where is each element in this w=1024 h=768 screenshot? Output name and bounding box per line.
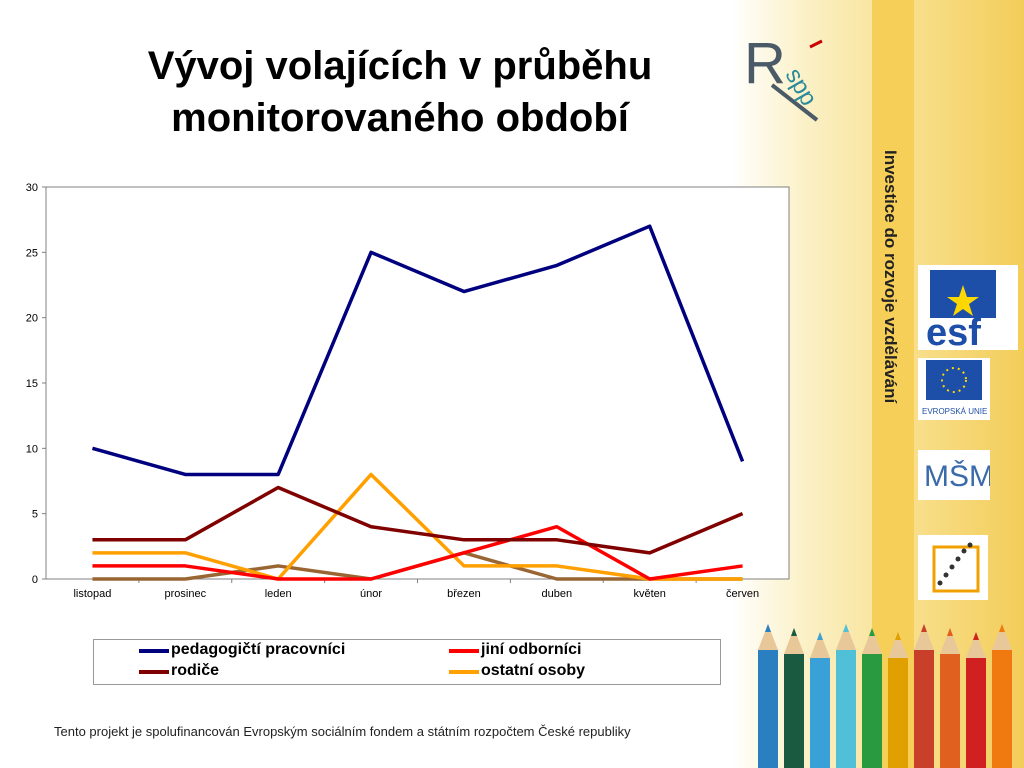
esf-logo-graphic: esf: [926, 270, 996, 354]
pencil-body: [758, 650, 778, 768]
slide-title-line1: Vývoj volajících v průběhu: [147, 44, 653, 88]
rspp-logo: R spp: [744, 31, 823, 122]
pencil-lead: [843, 624, 849, 632]
pencil-body: [914, 650, 934, 768]
pencil-lead: [817, 632, 823, 640]
side-decor-stripe: [872, 0, 914, 768]
slide-title: Vývoj volajících v průběhu monitorovanéh…: [60, 40, 740, 144]
eu-flag-text: EVROPSKÁ UNIE: [922, 407, 987, 416]
pencil-lead: [999, 624, 1005, 632]
pencil-body: [784, 654, 804, 768]
legend-label: rodiče: [171, 662, 220, 679]
pencil-body: [940, 654, 960, 768]
y-tick-label: 15: [26, 378, 38, 390]
series-line-0: [91, 224, 745, 477]
rspp-logo-r: R: [744, 31, 786, 96]
pencil-tip: [810, 632, 830, 658]
op-logo-graphic: [932, 542, 980, 593]
x-tick-label: prosinec: [165, 588, 207, 600]
y-tick-label: 25: [26, 247, 38, 259]
legend-swatch: [449, 649, 479, 653]
rspp-logo-stroke: [770, 83, 819, 122]
pencil-tip: [784, 628, 804, 654]
legend-label: ostatní osoby: [481, 662, 586, 679]
series-line-2: [92, 485, 744, 555]
rspp-logo-accent: [809, 39, 823, 49]
series-line-1: [92, 524, 743, 581]
series-line-3: [92, 472, 743, 581]
x-tick-label: leden: [265, 588, 292, 600]
pencil-body: [836, 650, 856, 768]
pencil-tip: [966, 632, 986, 658]
y-tick-label: 10: [26, 443, 38, 455]
pencil-body: [888, 658, 908, 768]
eu-flag-graphic: EVROPSKÁ UNIE: [922, 360, 987, 416]
msmt-logo-text: MŠMT: [924, 459, 990, 493]
pencils-decoration: [758, 624, 1012, 768]
legend-label: jiní odborníci: [481, 641, 582, 658]
pencil-lead: [791, 628, 797, 636]
pencil-lead: [921, 624, 927, 632]
pencil-lead: [895, 632, 901, 640]
pencil-body: [992, 650, 1012, 768]
esf-logo: esf: [918, 265, 1018, 354]
legend-swatch: [449, 670, 479, 674]
y-tick-label: 0: [32, 574, 38, 586]
esf-logo-text: esf: [926, 312, 981, 350]
y-tick-label: 30: [26, 182, 38, 194]
plot-area: [45, 186, 790, 580]
eu-flag-logo: EVROPSKÁ UNIE: [918, 358, 990, 420]
pencil-tip: [992, 624, 1012, 650]
pencil-tip: [862, 628, 882, 654]
y-tick-label: 20: [26, 313, 38, 325]
pencil-tip: [758, 624, 778, 650]
pencil-tip: [836, 624, 856, 650]
rspp-logo-spp: spp: [780, 63, 823, 110]
line-chart: 0 5 10 15 20 25 30 listopad prosinec leden únor bř…: [26, 182, 790, 600]
pencil-tip: [940, 628, 960, 654]
pencil-lead: [947, 628, 953, 636]
pencil-lead: [973, 632, 979, 640]
legend-swatch: [139, 670, 169, 674]
x-tick-label: březen: [447, 588, 481, 600]
x-tick-label: květen: [633, 588, 665, 600]
pencil-lead: [869, 628, 875, 636]
msmt-logo-graphic: MŠMT: [924, 459, 1012, 493]
side-vertical-text: Investice do rozvoje vzdělávání: [881, 150, 900, 404]
x-tick-label: duben: [542, 588, 573, 600]
pencil-body: [862, 654, 882, 768]
footer-text: Tento projekt je spolufinancován Evropsk…: [54, 724, 631, 739]
pencil-body: [810, 658, 830, 768]
slide-title-line2: monitorovaného období: [171, 96, 629, 140]
msmt-logo: MŠMT: [918, 450, 1012, 500]
pencil-body: [966, 658, 986, 768]
op-logo: [918, 535, 988, 600]
pencil-lead: [765, 624, 771, 632]
legend-label: pedagogičtí pracovníci: [171, 641, 346, 658]
chart-legend: pedagogičtí pracovníci jiní odborníci rodi…: [93, 639, 721, 685]
x-tick-label: červen: [726, 588, 759, 600]
y-tick-label: 5: [32, 509, 38, 521]
pencil-tip: [888, 632, 908, 658]
legend-swatch: [139, 649, 169, 653]
x-tick-label: listopad: [73, 588, 111, 600]
pencil-tip: [914, 624, 934, 650]
x-tick-label: únor: [360, 588, 382, 600]
